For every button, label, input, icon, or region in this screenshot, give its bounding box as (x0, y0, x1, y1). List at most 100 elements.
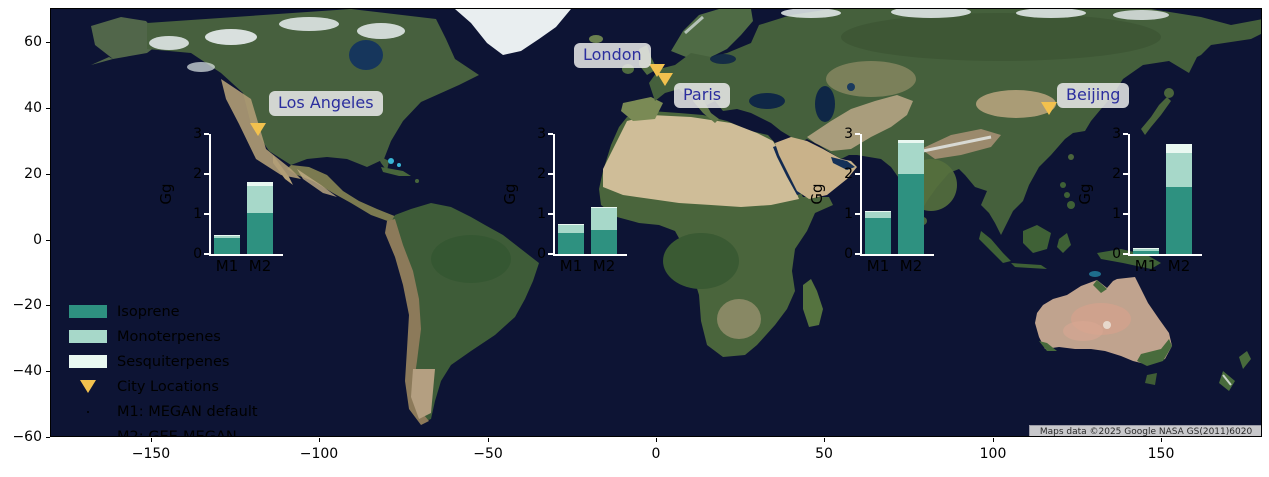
city-marker-paris (657, 73, 673, 86)
dot-marker (87, 435, 89, 436)
greenland (455, 9, 603, 55)
x-tick-label: 150 (1147, 446, 1175, 462)
triangle-marker-icon (80, 380, 96, 393)
segment-isoprene (865, 218, 891, 254)
isoprene-swatch (69, 305, 107, 318)
x-tick (993, 438, 994, 442)
legend-label: City Locations (117, 378, 219, 395)
segment-monoterpenes (865, 212, 891, 218)
city-marker-beijing (1041, 102, 1057, 115)
stacked-bar-m1 (1133, 248, 1159, 254)
legend-label: Sesquiterpenes (117, 353, 230, 370)
inset-xtick-m2: M2 (1167, 257, 1191, 275)
stacked-bar-m1 (214, 235, 240, 254)
segment-monoterpenes (247, 186, 273, 214)
inset-xtick-m2: M2 (899, 257, 923, 275)
legend-item-monoterpenes: Monoterpenes (69, 324, 258, 349)
stacked-bar-m2 (247, 181, 273, 254)
y-tick-label: 60 (24, 34, 42, 50)
city-label-paris: Paris (674, 83, 731, 108)
inset-ylabel: Gg (1076, 183, 1094, 205)
segment-monoterpenes (1166, 152, 1192, 187)
inset-ylabel: Gg (157, 183, 175, 205)
inset-ytick: 0 (844, 246, 853, 262)
segment-monoterpenes (591, 208, 617, 230)
inset-ytick: 1 (537, 206, 546, 222)
continent-north-america (91, 9, 479, 223)
legend-note-label: M1: MEGAN default (117, 403, 258, 420)
inset-ytick: 2 (193, 166, 202, 182)
inset-xtick-m1: M1 (866, 257, 890, 275)
legend-label: Monoterpenes (117, 328, 221, 345)
stacked-bar-m1 (558, 224, 584, 254)
x-tick (1161, 438, 1162, 442)
segment-isoprene (214, 238, 240, 254)
x-tick-label: −100 (299, 446, 339, 462)
x-tick (151, 438, 152, 442)
y-tick (46, 174, 50, 175)
stacked-bar-m1 (865, 211, 891, 254)
legend-note-label: M2: GEE-MEGAN (117, 428, 237, 437)
inset-chart-los-angeles: Gg 3 2 1 0 M1 M2 (157, 124, 289, 279)
x-tick-label: −50 (473, 446, 503, 462)
y-tick-label: −20 (12, 297, 42, 313)
inset-ytick: 2 (844, 166, 853, 182)
stacked-bar-m2 (1166, 143, 1192, 254)
continent-asia (649, 9, 1261, 235)
y-tick (46, 42, 50, 43)
segment-sesquiterpenes (1166, 143, 1192, 153)
inset-ytick: 2 (1112, 166, 1121, 182)
segment-isoprene (591, 230, 617, 254)
inset-ylabel: Gg (501, 183, 519, 205)
segment-sesquiterpenes (591, 206, 617, 208)
legend-item-city-locations: City Locations (69, 374, 258, 399)
inset-xtick-m2: M2 (592, 257, 616, 275)
y-tick-label: 0 (33, 232, 42, 248)
legend-label: Isoprene (117, 303, 180, 320)
city-label-london: London (574, 43, 651, 68)
inset-xtick-m1: M1 (215, 257, 239, 275)
y-tick (46, 240, 50, 241)
x-tick (488, 438, 489, 442)
legend-note-m2: M2: GEE-MEGAN (69, 424, 258, 437)
inset-ylabel: Gg (808, 183, 826, 205)
segment-sesquiterpenes (558, 224, 584, 226)
city-marker-los-angeles (250, 123, 266, 136)
sesquiterpenes-swatch (69, 355, 107, 368)
inset-ytick: 2 (537, 166, 546, 182)
monoterpenes-swatch (69, 330, 107, 343)
segment-isoprene (1133, 250, 1159, 254)
continent-south-america (385, 203, 539, 425)
legend-item-sesquiterpenes: Sesquiterpenes (69, 349, 258, 374)
inset-chart-beijing: Gg 3 2 1 0 M1 M2 (1076, 124, 1208, 279)
inset-xtick-m1: M1 (559, 257, 583, 275)
segment-sesquiterpenes (214, 235, 240, 236)
inset-ytick: 1 (1112, 206, 1121, 222)
inset-ytick: 1 (844, 206, 853, 222)
y-tick (46, 371, 50, 372)
city-label-beijing: Beijing (1057, 83, 1130, 108)
segment-monoterpenes (558, 225, 584, 234)
y-tick-label: 40 (24, 100, 42, 116)
inset-ytick: 3 (193, 126, 202, 142)
x-tick-label: 0 (651, 446, 661, 462)
inset-ytick: 3 (844, 126, 853, 142)
legend: Isoprene Monoterpenes Sesquiterpenes Cit… (69, 299, 258, 437)
inset-ytick: 3 (1112, 126, 1121, 142)
caribbean (381, 158, 419, 183)
y-tick (46, 305, 50, 306)
segment-sesquiterpenes (865, 211, 891, 212)
inset-ytick: 1 (193, 206, 202, 222)
segment-isoprene (1166, 186, 1192, 254)
legend-note-m1: M1: MEGAN default (69, 399, 258, 424)
inset-ytick: 0 (1112, 246, 1121, 262)
segment-isoprene (247, 213, 273, 254)
y-tick-label: 20 (24, 166, 42, 182)
inset-chart-paris: Gg 3 2 1 0 M1 M2 (808, 124, 940, 279)
segment-monoterpenes (898, 142, 924, 174)
segment-sesquiterpenes (1133, 248, 1159, 249)
city-label-los-angeles: Los Angeles (269, 91, 383, 116)
continent-africa (599, 111, 833, 357)
x-tick-label: 100 (979, 446, 1007, 462)
